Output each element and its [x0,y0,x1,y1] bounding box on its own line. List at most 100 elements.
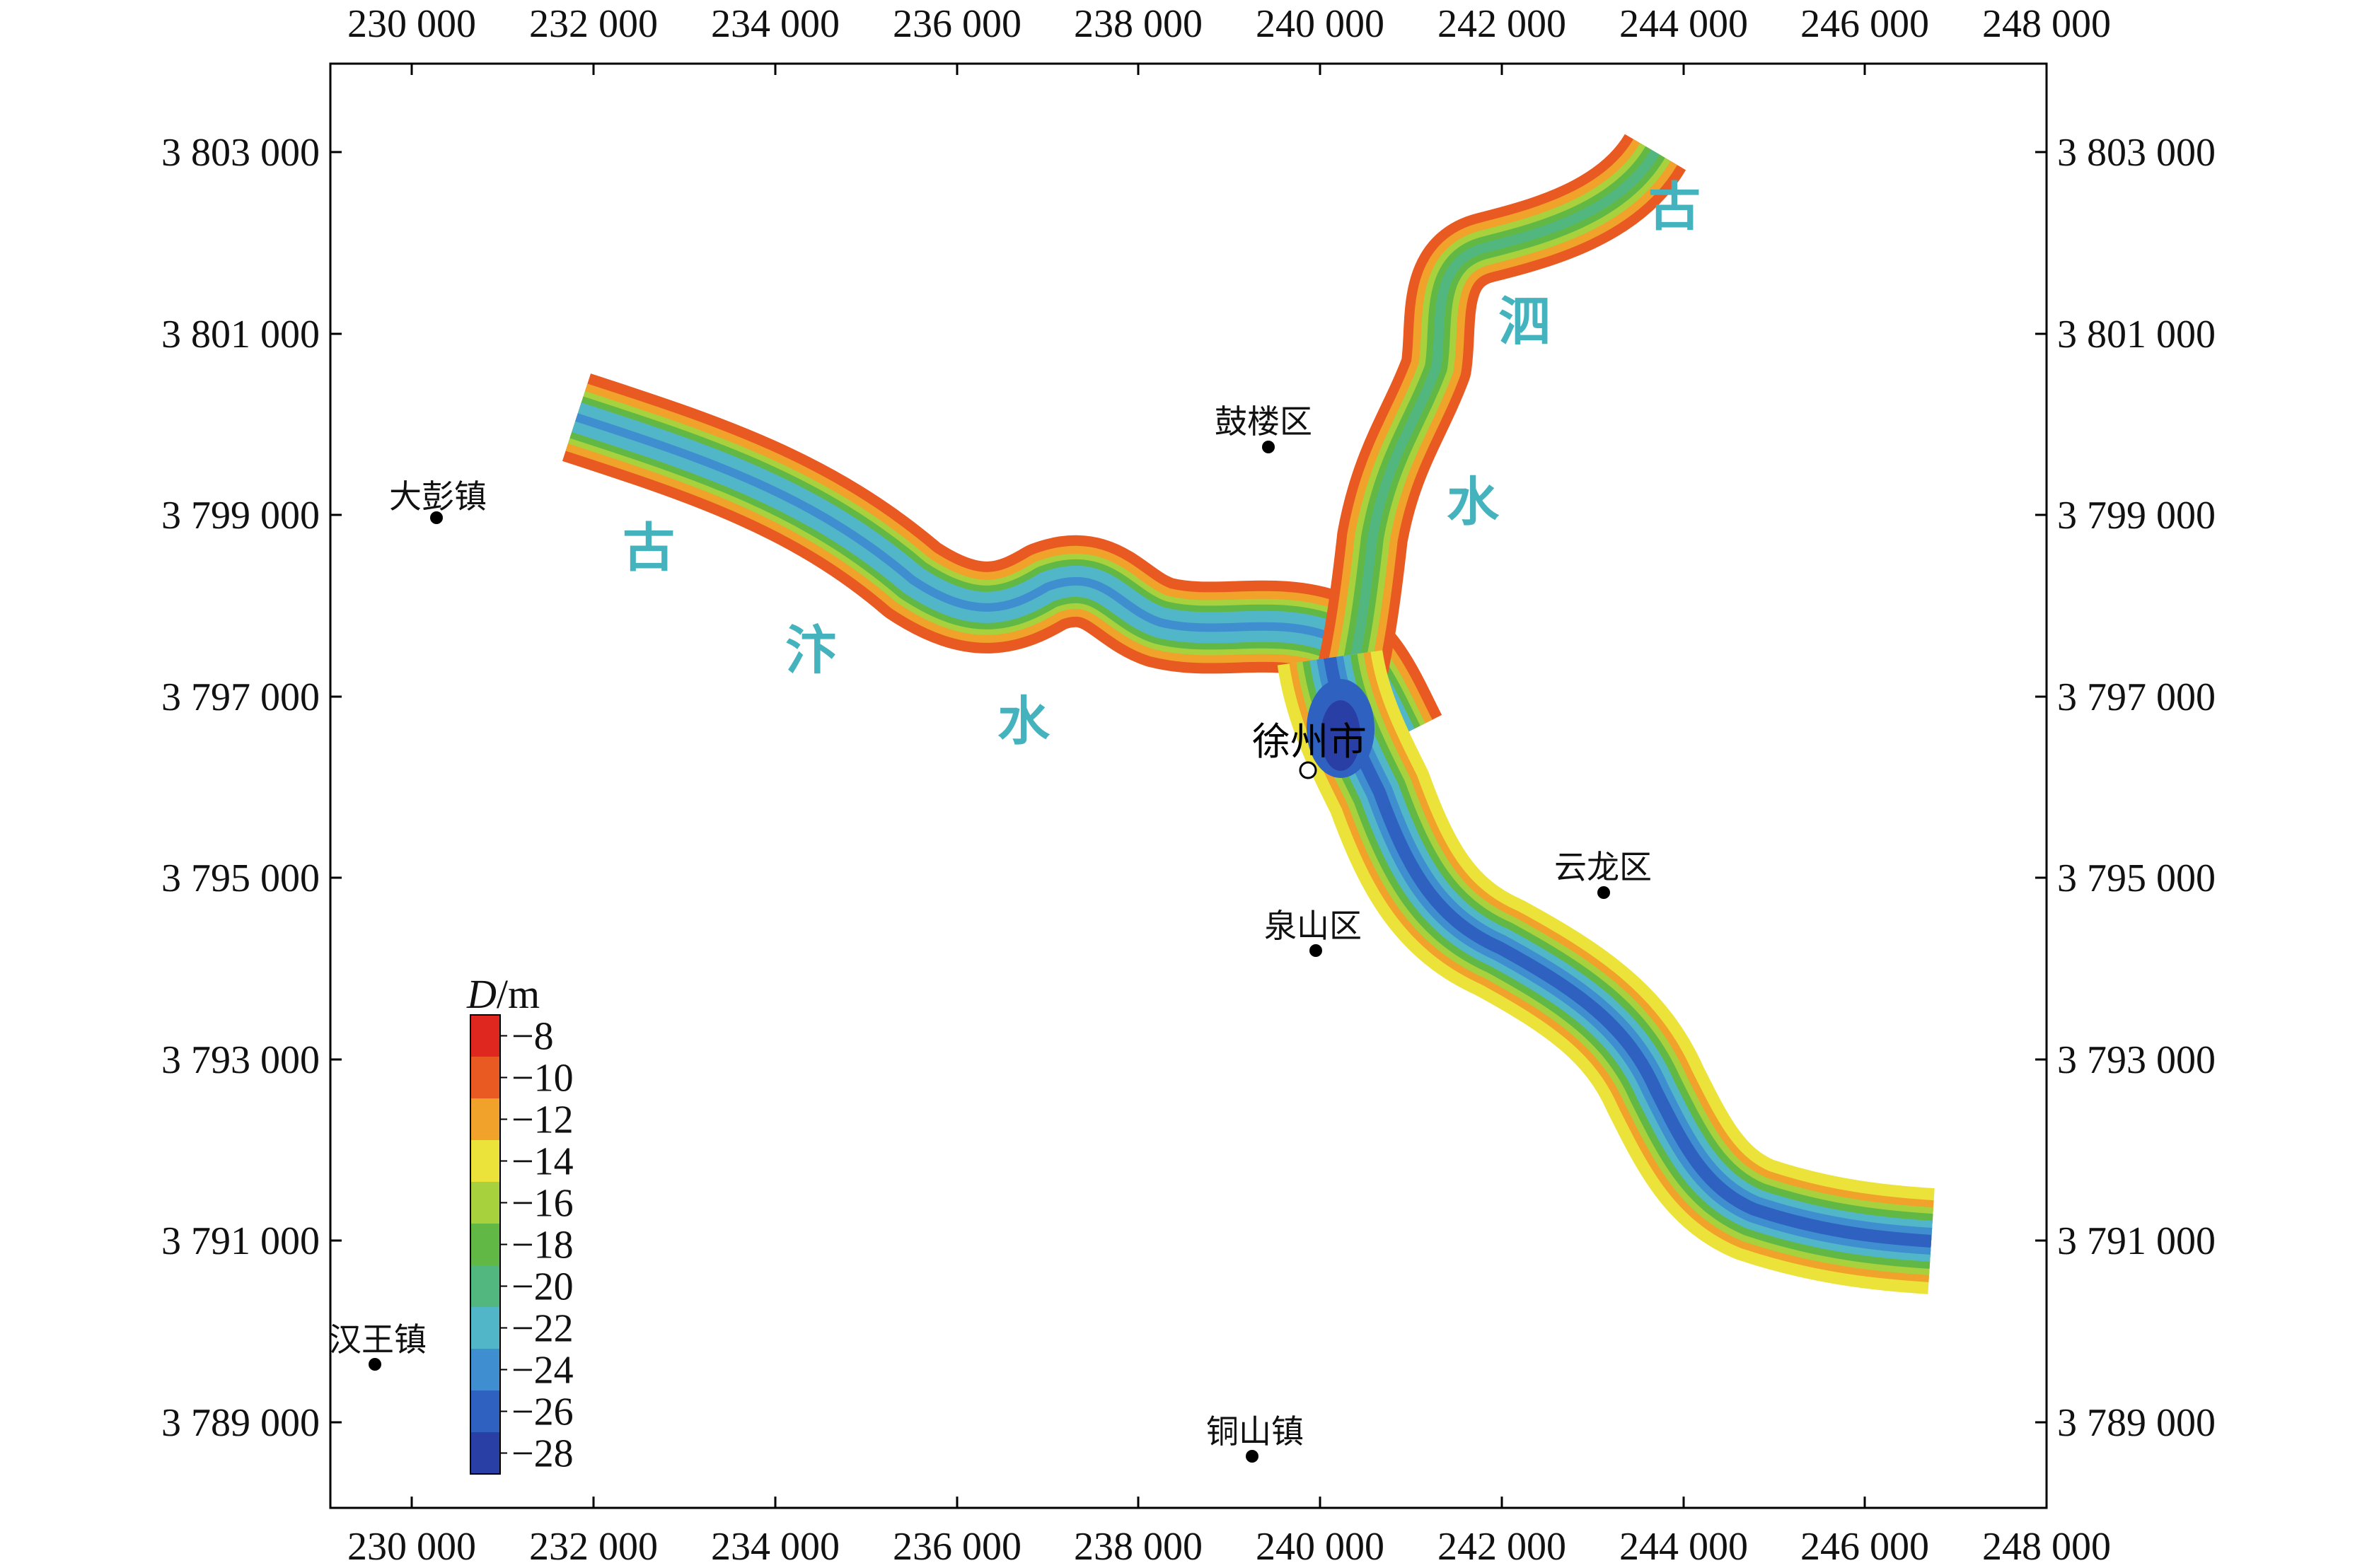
y-tick-label-right: 3 801 000 [2057,313,2216,356]
legend-swatch [470,1369,500,1391]
x-axis-bottom: 230 000 232 000 234 000 236 000 238 000 240 0… [347,1497,2111,1568]
y-tick-label-left: 3 803 000 [161,131,320,175]
x-tick-label-bottom: 230 000 [347,1525,476,1568]
legend-swatch [470,1453,500,1475]
y-tick-label-left: 3 789 000 [161,1401,320,1445]
river-name-label: 汴 [785,620,838,681]
map-frame [329,62,2048,1509]
y-tick-label-left: 3 791 000 [161,1219,320,1263]
place-label: 铜山镇 [1206,1412,1304,1451]
y-tick-label-left: 3 801 000 [161,313,320,356]
legend-tick-label: −26 [511,1390,574,1434]
place-dot [1309,944,1322,957]
x-tick-label-bottom: 244 000 [1619,1525,1748,1568]
river-confluence-core [1321,700,1360,771]
y-tick-label-left: 3 797 000 [161,675,320,719]
legend-tick-label: −22 [511,1307,574,1351]
legend-swatch [470,1098,500,1120]
legend-tick-label: −12 [511,1098,574,1142]
y-tick-label-right: 3 803 000 [2057,131,2216,175]
river-name-label: 古 [623,518,675,579]
river-name-label: 水 [1447,472,1500,533]
x-axis-top: 230 000 232 000 234 000 236 000 238 000 240 0… [347,2,2111,75]
y-tick-label-left: 3 793 000 [161,1038,320,1082]
x-tick-label-bottom: 248 000 [1982,1525,2111,1568]
y-tick-label-right: 3 793 000 [2057,1038,2216,1082]
y-tick-label-left: 3 799 000 [161,494,320,538]
legend-swatch [470,1328,500,1349]
x-tick-label-bottom: 234 000 [711,1525,840,1568]
legend-tick-label: −8 [511,1015,554,1059]
x-tick-label-bottom: 242 000 [1437,1525,1566,1568]
x-tick-label-bottom: 246 000 [1800,1525,1929,1568]
y-axis-right: 3 803 000 3 801 000 3 799 000 3 797 000 3 79… [2035,131,2216,1445]
legend-swatch [470,1265,500,1287]
legend-swatch [470,1349,500,1370]
x-tick-label-top: 248 000 [1982,2,2111,46]
y-tick-label-right: 3 799 000 [2057,494,2216,538]
river-name-label: 古 [1648,177,1701,238]
legend-tick-label: −10 [511,1057,574,1100]
legend-tick-label: −14 [511,1140,574,1184]
place-dot [1246,1450,1258,1463]
legend-colorbar [470,1014,501,1475]
y-tick-label-right: 3 789 000 [2057,1401,2216,1445]
city-label: 徐州市 [1252,719,1367,764]
place-dot [369,1358,381,1371]
x-tick-label-top: 230 000 [347,2,476,46]
x-tick-label-bottom: 232 000 [529,1525,658,1568]
x-tick-label-bottom: 236 000 [893,1525,1022,1568]
legend-tick-label: −20 [511,1265,574,1309]
x-tick-label-top: 232 000 [529,2,658,46]
legend-swatch [470,1015,500,1036]
legend-swatch [470,1035,500,1057]
legend-tick-label: −16 [511,1182,574,1226]
place-label: 大彭镇 [389,477,487,516]
x-tick-label-bottom: 240 000 [1256,1525,1384,1568]
place-label: 汉王镇 [329,1320,427,1359]
x-tick-label-top: 240 000 [1256,2,1384,46]
legend-labels: −8−10−12−14−16−18−20−22−24−26−28 [500,1015,574,1476]
y-tick-label-right: 3 791 000 [2057,1219,2216,1263]
x-tick-label-top: 242 000 [1437,2,1566,46]
legend-swatch [470,1411,500,1433]
place-dot [1262,441,1275,453]
x-tick-label-top: 238 000 [1074,2,1203,46]
river-name-label: 泗 [1498,291,1551,352]
city-marker [1299,761,1317,779]
legend-swatch [470,1182,500,1203]
legend-swatch [470,1057,500,1078]
y-tick-label-right: 3 797 000 [2057,675,2216,719]
legend-swatch [470,1307,500,1328]
legend-swatch [470,1286,500,1308]
y-tick-label-right: 3 795 000 [2057,856,2216,900]
legend-swatch [470,1119,500,1141]
legend-swatch [470,1140,500,1161]
place-label: 云龙区 [1554,848,1652,886]
y-axis-left: 3 803 000 3 801 000 3 799 000 3 797 000 3 79… [161,131,342,1445]
place-dot [1597,886,1610,899]
x-tick-label-top: 244 000 [1619,2,1748,46]
legend-tick-label: −24 [511,1349,574,1393]
x-tick-label-bottom: 238 000 [1074,1525,1203,1568]
place-label: 鼓楼区 [1215,402,1312,441]
legend-title: D/m [466,971,540,1017]
legend-swatch [470,1390,500,1412]
place-dot [430,511,443,524]
legend-swatch [470,1224,500,1245]
x-tick-label-top: 246 000 [1800,2,1929,46]
river-name-label: 水 [997,691,1051,752]
legend-swatch [470,1077,500,1099]
legend-swatch [470,1202,500,1224]
y-tick-label-left: 3 795 000 [161,856,320,900]
legend-tick-label: −28 [511,1432,574,1476]
x-tick-label-top: 236 000 [893,2,1022,46]
city-xuzhou: 徐州市 [1252,719,1367,779]
river-southeast [1277,649,1935,1294]
x-tick-label-top: 234 000 [711,2,840,46]
legend-swatch [470,1244,500,1266]
legend-swatch [470,1432,500,1453]
